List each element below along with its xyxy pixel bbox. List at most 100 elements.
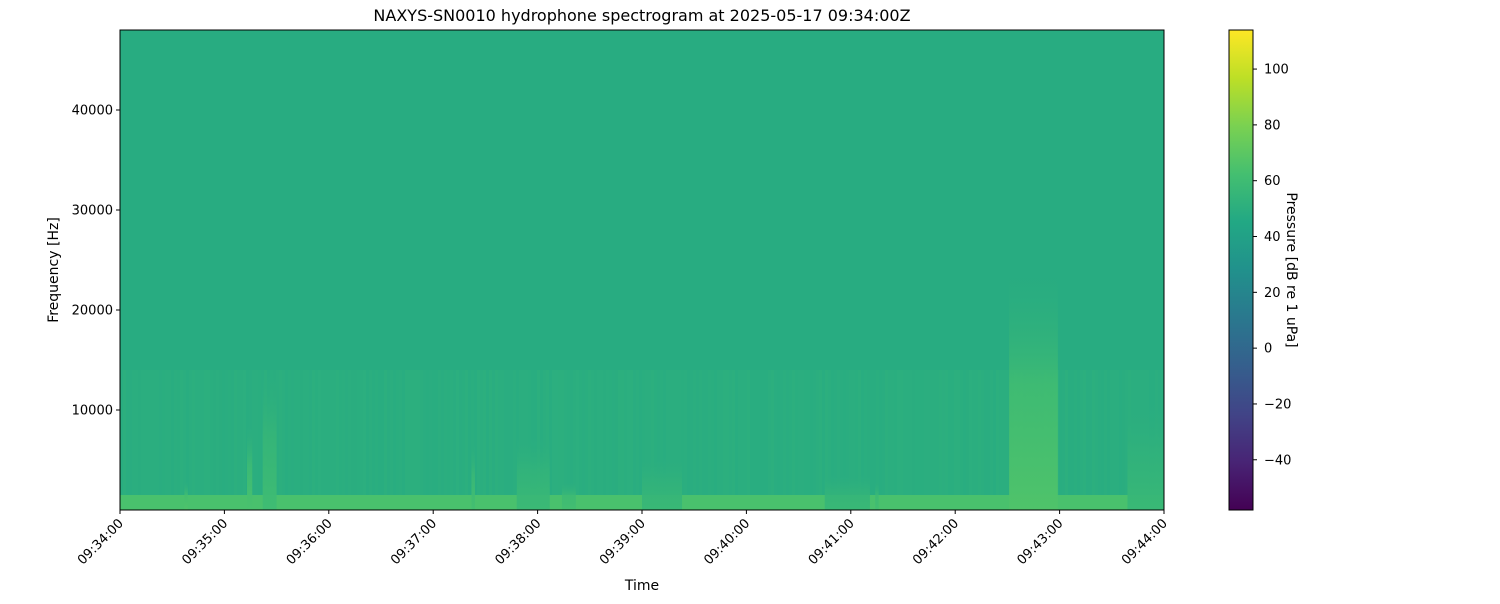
texture-column <box>999 370 1002 510</box>
texture-column <box>216 370 219 510</box>
texture-column <box>396 370 399 510</box>
texture-column <box>510 370 513 510</box>
texture-column <box>669 370 672 510</box>
texture-column <box>903 370 906 510</box>
texture-column <box>258 370 261 510</box>
texture-column <box>945 370 948 510</box>
texture-column <box>675 370 678 510</box>
texture-column <box>627 370 630 510</box>
texture-column <box>693 370 696 510</box>
texture-column <box>1005 370 1008 510</box>
texture-column <box>1077 370 1080 510</box>
texture-column <box>423 370 426 510</box>
texture-column <box>549 370 552 510</box>
texture-column <box>138 370 141 510</box>
texture-column <box>318 370 321 510</box>
texture-column <box>561 370 564 510</box>
texture-column <box>1074 370 1077 510</box>
texture-column <box>375 370 378 510</box>
texture-column <box>192 370 195 510</box>
x-tick-label: 09:41:00 <box>806 516 858 568</box>
texture-column <box>414 370 417 510</box>
spectrogram-event <box>1127 390 1164 510</box>
texture-column <box>552 370 555 510</box>
texture-column <box>420 370 423 510</box>
texture-column <box>957 370 960 510</box>
texture-column <box>348 370 351 510</box>
texture-column <box>429 370 432 510</box>
colorbar-tick-label: 40 <box>1264 230 1281 245</box>
texture-column <box>228 370 231 510</box>
texture-column <box>180 370 183 510</box>
texture-column <box>900 370 903 510</box>
texture-column <box>300 370 303 510</box>
texture-column <box>750 370 753 510</box>
texture-column <box>666 370 669 510</box>
texture-column <box>864 370 867 510</box>
texture-column <box>186 370 189 510</box>
texture-column <box>984 370 987 510</box>
texture-column <box>849 370 852 510</box>
texture-column <box>489 370 492 510</box>
texture-column <box>504 370 507 510</box>
texture-column <box>1104 370 1107 510</box>
texture-column <box>729 370 732 510</box>
texture-column <box>741 370 744 510</box>
texture-column <box>654 370 657 510</box>
texture-column <box>1113 370 1116 510</box>
texture-column <box>735 370 738 510</box>
texture-column <box>438 370 441 510</box>
texture-column <box>210 370 213 510</box>
texture-column <box>816 370 819 510</box>
texture-column <box>363 370 366 510</box>
texture-column <box>1107 370 1110 510</box>
texture-column <box>1065 370 1068 510</box>
texture-column <box>876 370 879 510</box>
texture-column <box>390 370 393 510</box>
x-tick-label: 09:35:00 <box>179 516 231 568</box>
texture-column <box>912 370 915 510</box>
texture-column <box>327 370 330 510</box>
texture-column <box>774 370 777 510</box>
texture-column <box>495 370 498 510</box>
texture-column <box>720 370 723 510</box>
texture-column <box>237 370 240 510</box>
spectrogram-plot-area <box>120 30 1164 510</box>
texture-column <box>867 370 870 510</box>
texture-column <box>507 370 510 510</box>
texture-column <box>1092 370 1095 510</box>
texture-column <box>633 370 636 510</box>
texture-column <box>366 370 369 510</box>
texture-column <box>378 370 381 510</box>
texture-column <box>747 370 750 510</box>
texture-column <box>648 370 651 510</box>
texture-column <box>921 370 924 510</box>
texture-column <box>351 370 354 510</box>
texture-column <box>969 370 972 510</box>
texture-column <box>597 370 600 510</box>
texture-column <box>855 370 858 510</box>
colorbar-label: Pressure [dB re 1 uPa] <box>1283 192 1299 347</box>
texture-column <box>153 370 156 510</box>
texture-column <box>234 370 237 510</box>
x-tick-label: 09:42:00 <box>910 516 962 568</box>
texture-column <box>339 370 342 510</box>
texture-column <box>828 370 831 510</box>
texture-column <box>312 370 315 510</box>
texture-column <box>918 370 921 510</box>
texture-column <box>453 370 456 510</box>
spectrogram-event <box>824 470 870 510</box>
texture-column <box>795 370 798 510</box>
texture-column <box>591 370 594 510</box>
texture-column <box>603 370 606 510</box>
texture-column <box>744 370 747 510</box>
texture-column <box>684 370 687 510</box>
texture-column <box>309 370 312 510</box>
texture-column <box>399 370 402 510</box>
x-tick-label: 09:43:00 <box>1015 516 1067 568</box>
texture-column <box>1101 370 1104 510</box>
texture-column <box>168 370 171 510</box>
texture-column <box>243 370 246 510</box>
texture-column <box>144 370 147 510</box>
texture-column <box>255 370 258 510</box>
